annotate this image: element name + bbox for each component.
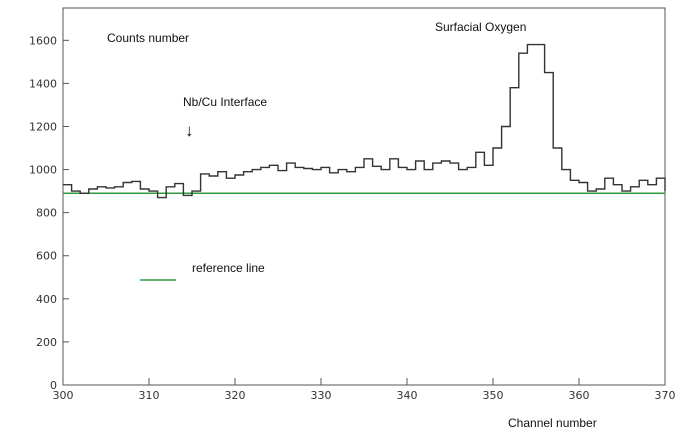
y-tick-label: 1600 (29, 34, 57, 47)
y-tick-label: 1200 (29, 120, 57, 133)
axes (62, 7, 666, 386)
annotation-nb-cu-interface: Nb/Cu Interface (183, 95, 267, 109)
x-tick-label: 370 (655, 389, 676, 402)
y-tick-label: 400 (36, 293, 57, 306)
y-axis-ticks: 0 200 400 600 800 1000 1200 1400 1600 (29, 34, 69, 392)
annotation-surfacial-oxygen: Surfacial Oxygen (435, 20, 526, 34)
x-tick-label: 300 (53, 389, 74, 402)
x-tick-label: 350 (483, 389, 504, 402)
plot-frame (62, 7, 666, 386)
x-axis-ticks: 300 310 320 330 340 350 360 370 (53, 378, 676, 402)
series-histogram-step (63, 43, 666, 199)
y-axis-label: Counts number (107, 31, 189, 45)
y-tick-label: 1000 (29, 164, 57, 177)
y-tick-label: 200 (36, 336, 57, 349)
x-tick-label: 310 (139, 389, 160, 402)
x-tick-label: 320 (225, 389, 246, 402)
x-axis-label: Channel number (508, 416, 597, 430)
x-tick-label: 340 (397, 389, 418, 402)
legend-label-reference-line: reference line (192, 261, 265, 275)
x-tick-label: 360 (569, 389, 590, 402)
y-tick-label: 600 (36, 250, 57, 263)
down-arrow-icon: ↓ (185, 121, 194, 140)
y-tick-label: 800 (36, 207, 57, 220)
y-tick-label: 0 (50, 379, 57, 392)
y-tick-label: 1400 (29, 77, 57, 90)
x-tick-label: 330 (311, 389, 332, 402)
